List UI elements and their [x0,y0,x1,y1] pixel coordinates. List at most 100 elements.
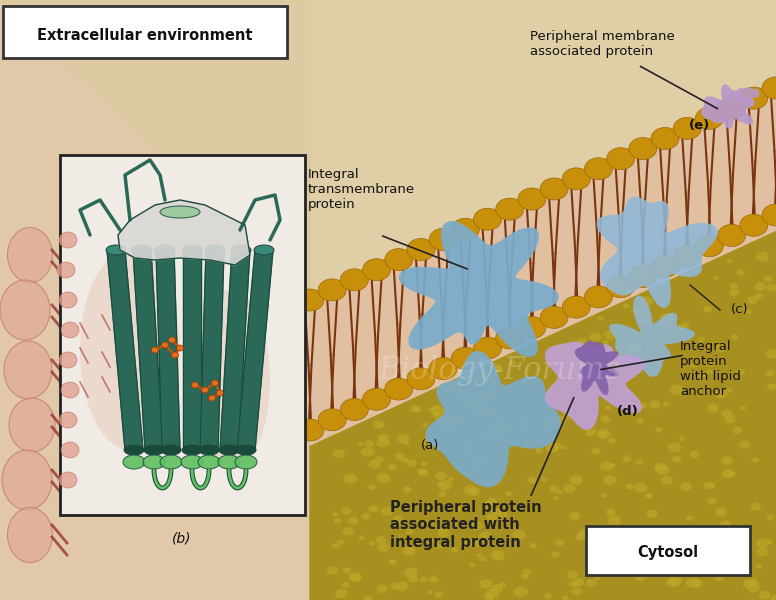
Ellipse shape [212,380,219,386]
Ellipse shape [483,389,497,399]
Text: (a): (a) [421,439,439,451]
Ellipse shape [743,578,757,589]
Ellipse shape [732,334,739,340]
Ellipse shape [379,423,385,428]
Ellipse shape [718,224,746,247]
Ellipse shape [521,573,529,580]
Ellipse shape [722,469,734,478]
Ellipse shape [8,508,53,563]
Ellipse shape [451,547,459,553]
Ellipse shape [522,569,532,575]
Ellipse shape [429,358,457,380]
Ellipse shape [407,239,435,260]
Ellipse shape [611,355,624,364]
Ellipse shape [418,469,428,476]
FancyBboxPatch shape [60,155,305,515]
Ellipse shape [529,543,537,548]
Ellipse shape [429,229,457,250]
Ellipse shape [698,337,705,343]
Polygon shape [133,250,163,450]
Ellipse shape [639,402,647,409]
Ellipse shape [374,456,384,463]
Ellipse shape [706,369,713,374]
Ellipse shape [680,482,692,491]
Ellipse shape [332,512,338,517]
Ellipse shape [646,509,658,518]
Ellipse shape [498,511,508,518]
Ellipse shape [4,341,52,399]
Ellipse shape [351,573,362,581]
Ellipse shape [496,198,524,220]
Ellipse shape [59,292,77,308]
Ellipse shape [607,275,635,298]
Ellipse shape [650,400,660,409]
Ellipse shape [603,475,617,485]
Ellipse shape [59,352,77,368]
Ellipse shape [124,445,144,455]
Ellipse shape [754,293,764,299]
Ellipse shape [747,296,758,304]
Ellipse shape [625,483,634,490]
Ellipse shape [389,559,397,565]
Polygon shape [399,221,559,357]
Ellipse shape [469,563,476,568]
Ellipse shape [368,484,376,490]
Ellipse shape [668,442,681,452]
Ellipse shape [608,437,616,443]
Ellipse shape [622,455,631,462]
Ellipse shape [691,579,703,588]
Ellipse shape [667,578,680,587]
Ellipse shape [209,395,216,401]
Ellipse shape [486,541,492,546]
Ellipse shape [477,406,491,416]
Ellipse shape [600,461,613,471]
Ellipse shape [369,460,380,469]
Ellipse shape [341,398,369,421]
Ellipse shape [726,258,733,263]
Ellipse shape [468,487,480,496]
Ellipse shape [487,513,497,521]
Ellipse shape [390,560,397,565]
Text: (b): (b) [172,531,192,545]
Ellipse shape [767,515,774,520]
Ellipse shape [569,512,580,520]
Ellipse shape [492,382,503,390]
Ellipse shape [485,588,499,599]
Ellipse shape [361,513,370,520]
Ellipse shape [429,576,438,583]
Ellipse shape [544,421,556,430]
Ellipse shape [606,508,615,516]
Ellipse shape [396,581,408,591]
Ellipse shape [584,158,612,180]
Polygon shape [702,85,754,129]
Ellipse shape [219,445,239,455]
Ellipse shape [362,259,390,281]
Ellipse shape [202,387,209,393]
Ellipse shape [736,551,746,559]
Ellipse shape [479,532,493,542]
Ellipse shape [413,542,421,548]
Ellipse shape [143,455,165,469]
Ellipse shape [602,340,609,345]
Ellipse shape [434,591,443,598]
Ellipse shape [609,463,616,468]
Ellipse shape [380,507,393,516]
Ellipse shape [469,538,481,547]
Ellipse shape [436,421,443,427]
Ellipse shape [579,346,590,355]
Ellipse shape [575,533,585,541]
Ellipse shape [639,296,653,307]
Ellipse shape [402,457,409,463]
Ellipse shape [566,571,578,579]
Ellipse shape [361,447,374,457]
Ellipse shape [473,459,484,467]
Ellipse shape [740,406,747,410]
Ellipse shape [455,506,462,511]
Ellipse shape [358,442,364,446]
Ellipse shape [542,477,548,482]
Ellipse shape [562,596,569,600]
Ellipse shape [535,447,543,454]
Ellipse shape [470,521,483,530]
Ellipse shape [563,409,576,419]
Ellipse shape [59,232,77,248]
